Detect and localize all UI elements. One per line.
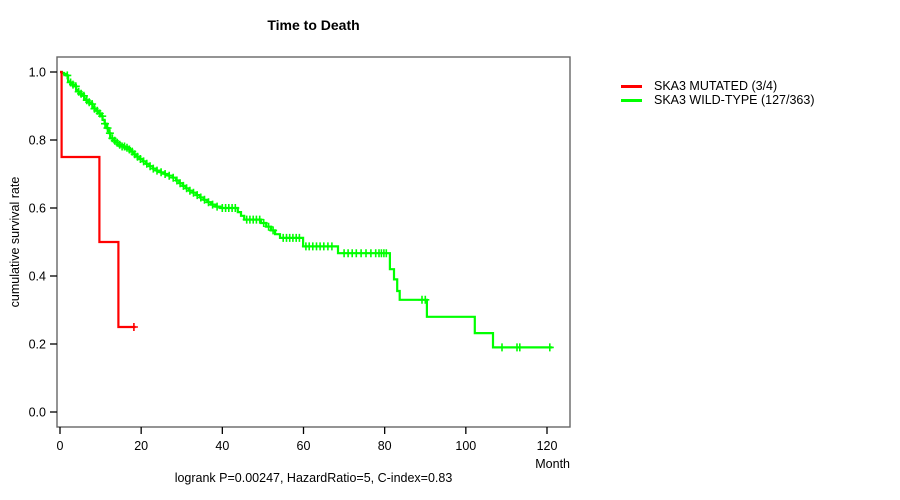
km-curve-wildtype [60,70,553,349]
legend-label-wildtype: SKA3 WILD-TYPE (127/363) [654,93,815,107]
legend-label-mutated: SKA3 MUTATED (3/4) [654,79,778,93]
x-tick-label: 100 [455,439,476,453]
x-tick-label: 40 [215,439,229,453]
x-tick-label: 80 [378,439,392,453]
legend-item-mutated: SKA3 MUTATED (3/4) [621,79,814,93]
km-curve-mutated [60,70,136,329]
y-tick-label: 0.2 [29,338,46,352]
y-tick-label: 1.0 [29,66,46,80]
censor-marks-mutated [129,323,138,331]
x-tick-label: 60 [297,439,311,453]
legend-item-wildtype: SKA3 WILD-TYPE (127/363) [621,93,814,107]
legend-line-swatch-mutated [621,84,642,88]
y-tick-label: 0.6 [29,202,46,216]
legend: SKA3 MUTATED (3/4) SKA3 WILD-TYPE (127/3… [621,79,814,107]
x-tick-label: 0 [57,439,64,453]
chart-title: Time to Death [267,17,360,33]
censor-marks-wildtype [63,71,554,352]
x-tick-label: 120 [537,439,558,453]
y-tick-label: 0.0 [29,406,46,420]
x-tick-label: 20 [134,439,148,453]
y-tick-label: 0.8 [29,134,46,148]
x-axis-title: Month [535,457,570,471]
plot-frame [56,56,571,428]
y-axis-title: cumulative survival rate [8,176,22,308]
stats-caption: logrank P=0.00247, HazardRatio=5, C-inde… [174,471,453,485]
legend-line-swatch-wildtype [621,98,642,102]
y-tick-label: 0.4 [29,270,46,284]
